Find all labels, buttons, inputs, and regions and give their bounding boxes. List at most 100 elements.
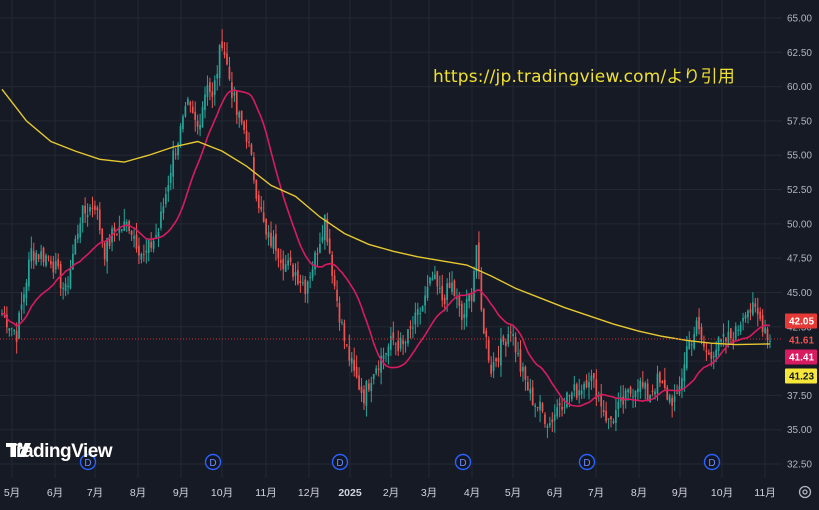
candle [729, 328, 732, 344]
candle-body [211, 91, 214, 97]
candle-body [116, 234, 118, 236]
candle-body [600, 393, 603, 407]
y-tick-label: 52.50 [787, 185, 812, 196]
dividend-marker[interactable]: D [204, 453, 222, 471]
candle [76, 224, 79, 244]
candle [169, 164, 172, 191]
candle [460, 300, 463, 330]
candle [348, 334, 351, 367]
candle-body [348, 346, 351, 361]
candle-body [270, 232, 272, 247]
candle-body [705, 350, 708, 353]
candle [646, 378, 649, 400]
candle [769, 334, 771, 349]
dividend-marker[interactable]: D [79, 453, 97, 471]
candle [485, 327, 488, 349]
candle [182, 114, 184, 133]
candle-body [671, 398, 673, 406]
candle-body [160, 211, 162, 228]
candle [91, 196, 94, 218]
candle [206, 75, 209, 106]
candle [570, 391, 573, 402]
candle-body [140, 254, 143, 260]
candle [321, 224, 324, 244]
candle [331, 251, 334, 284]
candle-body [563, 407, 566, 409]
candle-body [546, 425, 549, 428]
candle-body [651, 390, 654, 392]
candle-body [262, 212, 265, 222]
candle-body [615, 410, 617, 424]
candle-body [453, 280, 456, 297]
candle-body [441, 286, 444, 301]
candle-body [431, 277, 434, 281]
candle [40, 244, 42, 266]
candle-body [737, 329, 740, 331]
candle-body [380, 355, 382, 373]
candle [541, 401, 544, 414]
candle-body [414, 312, 417, 325]
candle-body [566, 392, 568, 408]
tradingview-brand[interactable]: TradingView [6, 441, 113, 463]
candle-body [500, 338, 502, 366]
candle-body [309, 277, 311, 279]
candle [536, 406, 539, 412]
candle [292, 262, 294, 281]
candle-body [343, 322, 346, 342]
gear-icon[interactable] [798, 485, 812, 499]
candle-body [265, 219, 267, 235]
candle-body [756, 307, 759, 315]
candle [392, 321, 395, 346]
candle-body [541, 403, 544, 412]
candle [8, 328, 11, 337]
candle [130, 229, 133, 241]
candle-body [627, 389, 629, 393]
candle [700, 323, 703, 345]
candle-body [169, 172, 172, 183]
moving-average-short [1, 89, 771, 407]
x-axis[interactable]: 5月 6月 7月 8月 9月 10月 11月 12月 2025 2月 3月 4月 5月 6月 7月 8月 9月 1… [4, 487, 776, 499]
candle-body [213, 80, 216, 95]
dividend-marker-label: D [336, 458, 343, 469]
candle-body [641, 382, 644, 387]
candle [255, 179, 258, 202]
price-tag-value: 41.23 [789, 372, 814, 383]
dividend-marker[interactable]: D [454, 453, 472, 471]
candle [84, 197, 86, 223]
candle-body [729, 328, 732, 339]
candle-body [235, 91, 238, 115]
dividend-marker[interactable]: D [703, 453, 721, 471]
candle [365, 379, 368, 417]
candle-body [492, 362, 495, 372]
candle-body [243, 121, 245, 131]
candle [404, 340, 407, 353]
candle-body [255, 179, 258, 199]
candle [367, 379, 370, 393]
candle [98, 202, 101, 235]
dividend-marker[interactable]: D [331, 453, 349, 471]
candle [681, 368, 683, 399]
candle-body [416, 309, 419, 315]
candle [629, 385, 632, 398]
price-tag-value: 41.41 [789, 353, 814, 364]
candle [304, 275, 307, 303]
candle-body [580, 390, 583, 395]
candle-body [363, 389, 365, 404]
candle-body [668, 395, 671, 403]
candle [737, 325, 740, 337]
candle [284, 254, 287, 272]
candle [336, 280, 338, 308]
y-axis[interactable]: 65.00 62.50 60.00 57.50 55.00 52.50 50.00 47.50… [787, 14, 812, 471]
x-tick-label: 2025 [338, 487, 362, 499]
candle-body [20, 304, 23, 310]
candle-body [634, 390, 637, 398]
candle-body [164, 194, 167, 204]
dividend-marker[interactable]: D [578, 453, 596, 471]
candle-body [712, 355, 715, 358]
candle-body [37, 254, 40, 259]
candle-body [89, 206, 91, 212]
candle [610, 415, 612, 428]
